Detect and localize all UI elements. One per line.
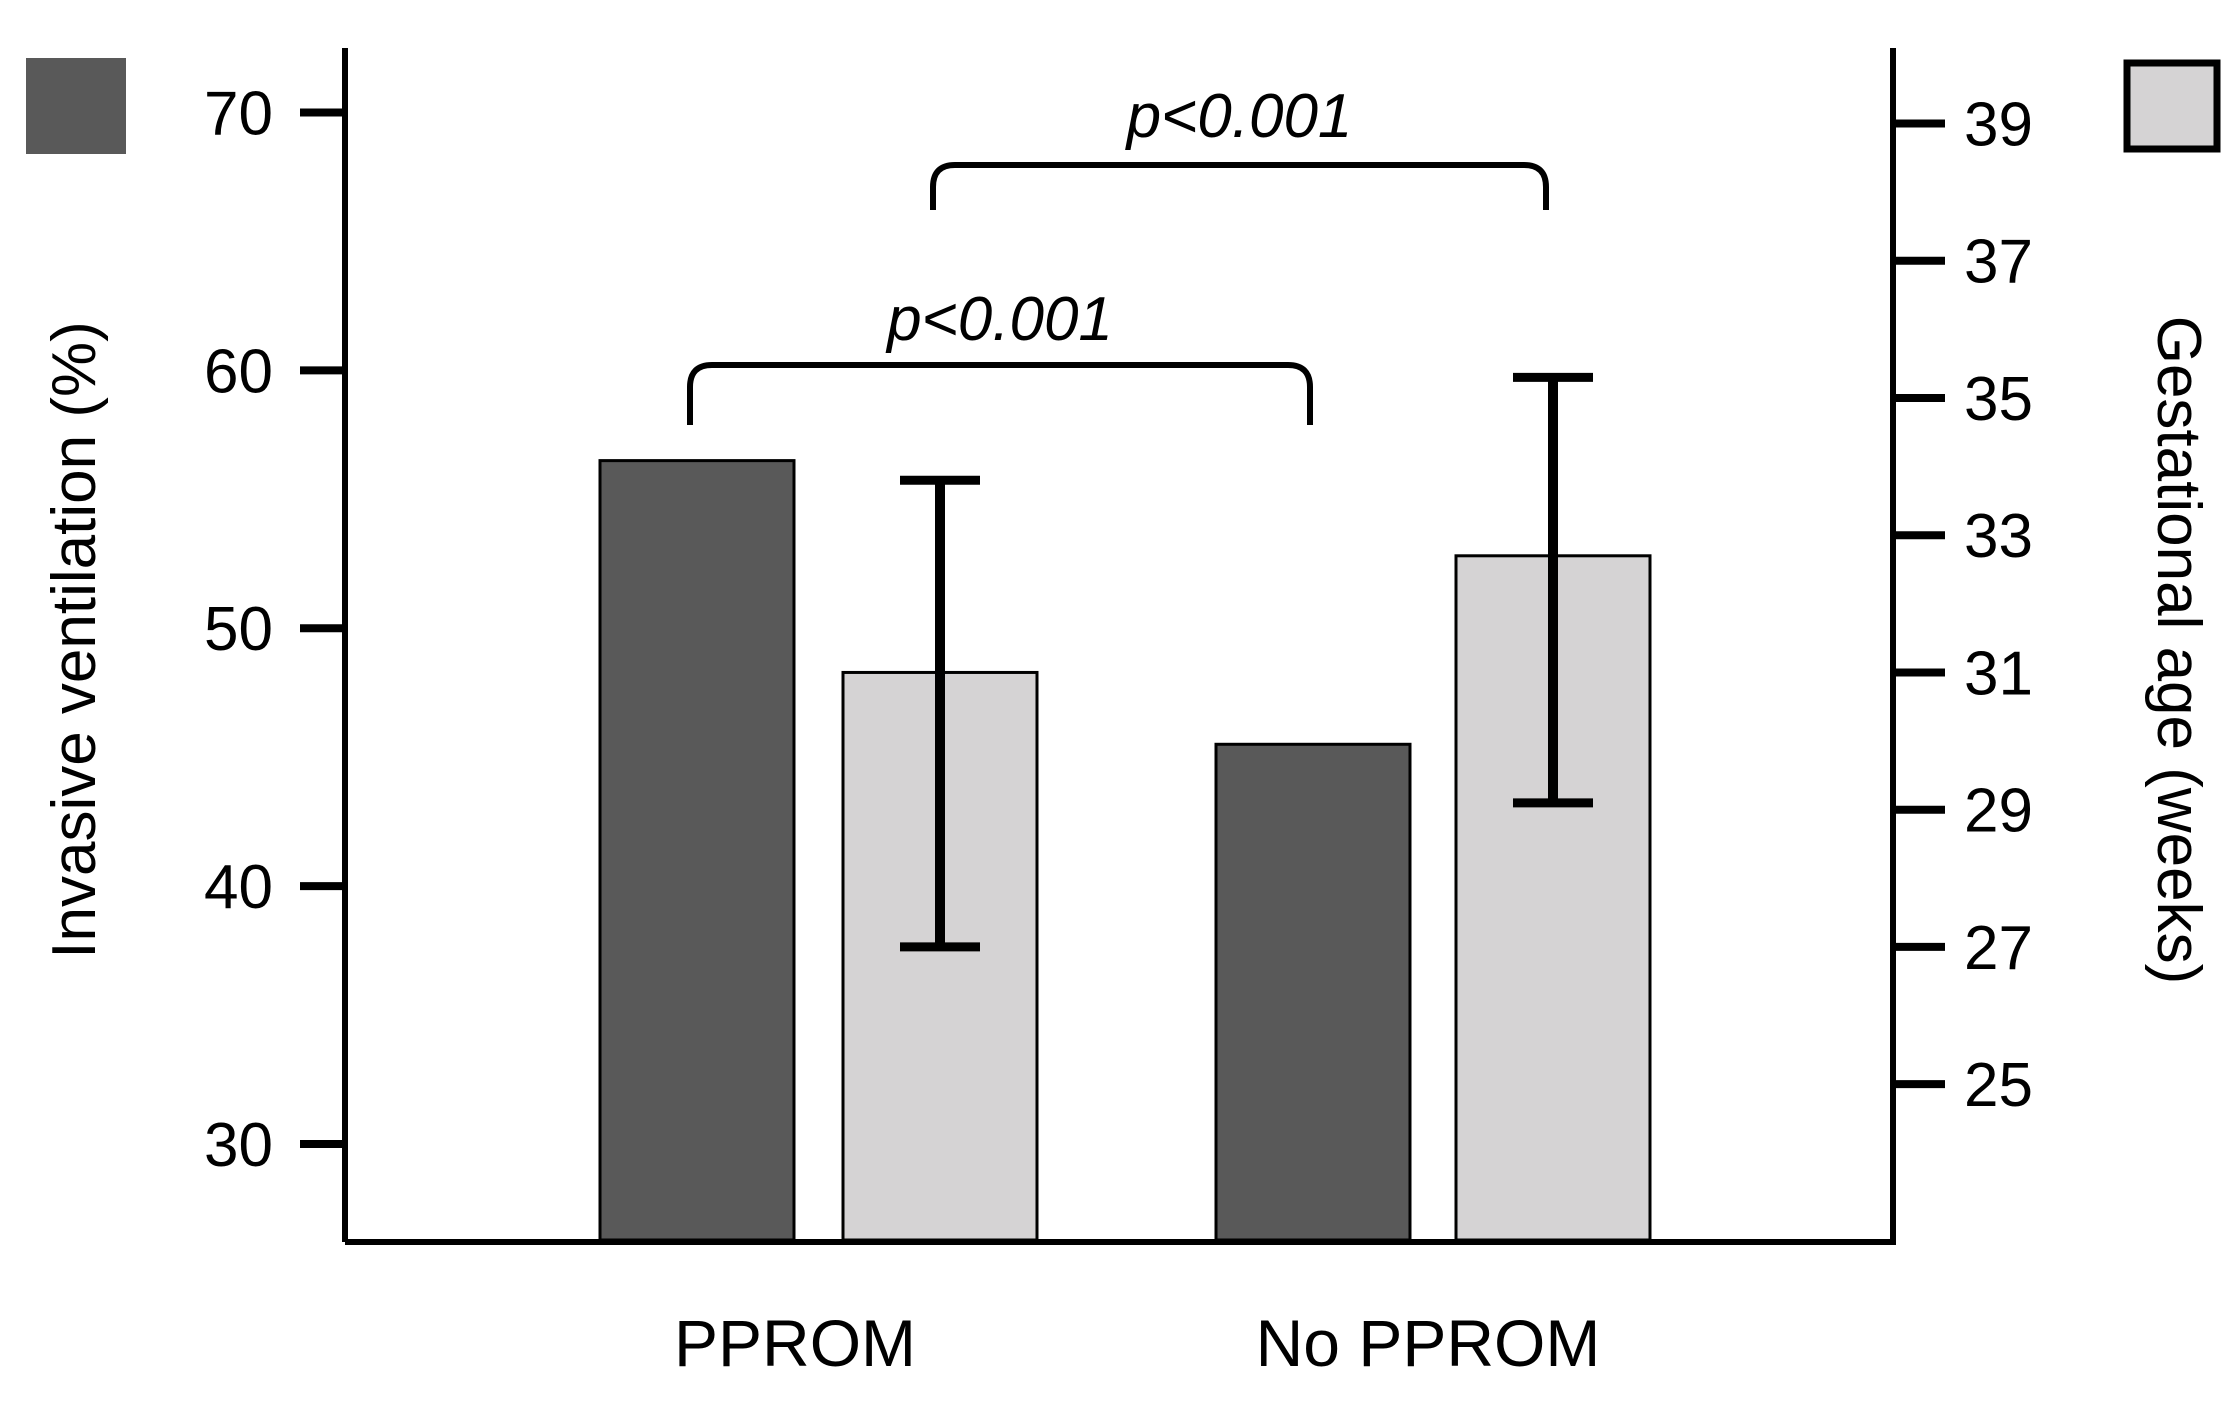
p-value-label: p<0.001 xyxy=(1125,82,1353,151)
error-bars xyxy=(900,372,1593,952)
significance-bracket xyxy=(687,362,1313,425)
left-tick-label: 30 xyxy=(204,1111,273,1180)
right-tick-label: 39 xyxy=(1964,90,2033,159)
left-tick-label: 70 xyxy=(204,79,273,148)
left-tick-label: 60 xyxy=(204,337,273,406)
legend-swatch-light xyxy=(2123,59,2221,153)
bars xyxy=(598,459,1652,1242)
category-label-no-pprom: No PPROM xyxy=(1256,1306,1601,1380)
right-tick-label: 33 xyxy=(1964,502,2033,571)
right-tick-label: 27 xyxy=(1964,914,2033,983)
left-tick-label: 50 xyxy=(204,595,273,664)
right-axis-ticks: 25 27 29 31 33 35 37 39 xyxy=(1893,90,2033,1120)
right-axis-title: Gestational age (weeks) xyxy=(2144,316,2213,985)
significance-brackets: p<0.001 p<0.001 xyxy=(687,82,1549,425)
right-tick-label: 29 xyxy=(1964,777,2033,846)
left-axis-ticks: 30 40 50 60 70 xyxy=(204,79,345,1180)
right-tick-label: 25 xyxy=(1964,1051,2033,1120)
legend-swatch-dark xyxy=(26,58,126,154)
right-tick-label: 31 xyxy=(1964,639,2033,708)
right-tick-label: 37 xyxy=(1964,228,2033,297)
left-tick-label: 40 xyxy=(204,853,273,922)
bar-left-0 xyxy=(598,459,796,1242)
significance-bracket xyxy=(930,162,1549,210)
p-value-label: p<0.001 xyxy=(885,285,1113,354)
left-axis-title: Invasive ventilation (%) xyxy=(40,321,109,959)
right-tick-label: 35 xyxy=(1964,365,2033,434)
axes xyxy=(342,48,1896,1245)
category-label-pprom: PPROM xyxy=(674,1306,916,1380)
bar-left-1 xyxy=(1214,742,1412,1242)
